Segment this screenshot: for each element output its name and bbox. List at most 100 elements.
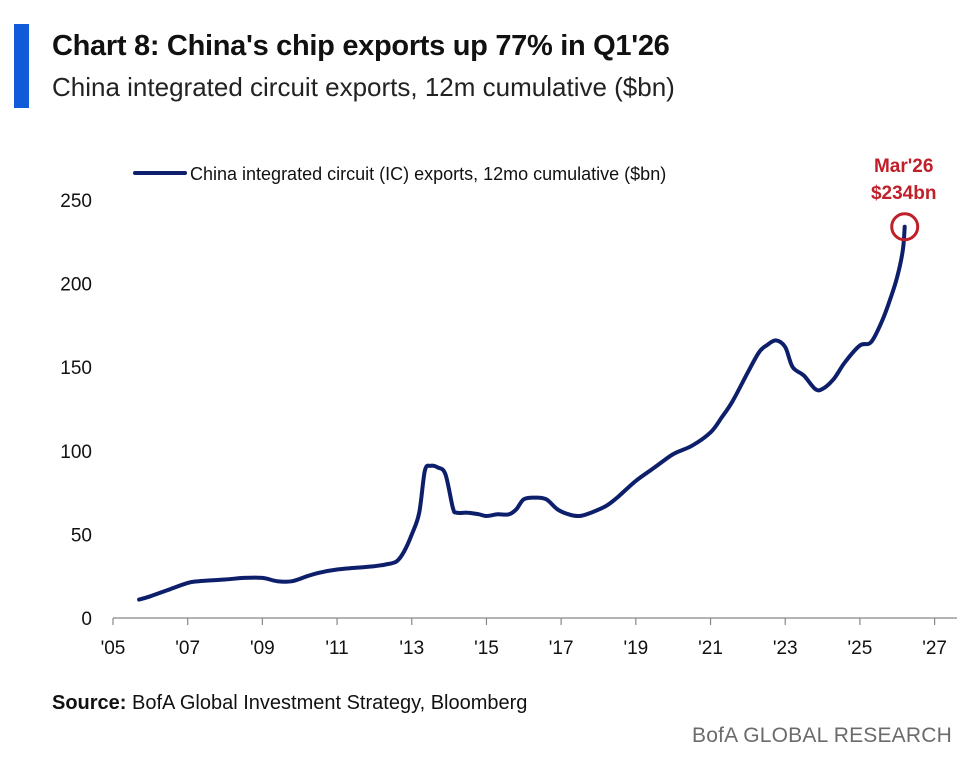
x-tick-label: '09 bbox=[250, 638, 275, 659]
series-point bbox=[335, 568, 339, 572]
series-point bbox=[260, 576, 264, 580]
chart-subtitle: China integrated circuit exports, 12m cu… bbox=[52, 72, 675, 102]
series-point bbox=[791, 365, 795, 369]
series-point bbox=[774, 338, 778, 342]
x-tick-label: '25 bbox=[848, 638, 873, 659]
x-tick-label: '13 bbox=[399, 638, 424, 659]
series-point bbox=[544, 497, 548, 501]
series-point bbox=[843, 360, 847, 364]
x-tick-label: '11 bbox=[325, 638, 348, 659]
series-point bbox=[746, 370, 750, 374]
series-point bbox=[354, 566, 358, 570]
series-point bbox=[514, 507, 518, 511]
y-axis: 0 50 100 150 200 250 bbox=[60, 191, 92, 630]
series-point bbox=[423, 469, 427, 473]
series-point bbox=[417, 511, 421, 515]
y-tick-label: 250 bbox=[60, 191, 92, 212]
series-point bbox=[901, 248, 905, 252]
series-point bbox=[372, 564, 376, 568]
series-point bbox=[589, 511, 593, 515]
annotation-circle bbox=[890, 212, 920, 242]
series-point bbox=[555, 507, 559, 511]
legend-label: China integrated circuit (IC) exports, 1… bbox=[190, 164, 666, 184]
y-tick-label: 0 bbox=[81, 609, 92, 630]
series-point bbox=[802, 374, 806, 378]
series-point bbox=[197, 579, 201, 583]
x-tick-label: '05 bbox=[101, 638, 126, 659]
source-text: BofA Global Investment Strategy, Bloombe… bbox=[132, 692, 528, 714]
series-point bbox=[402, 549, 406, 553]
series-point bbox=[757, 350, 761, 354]
series-point bbox=[384, 563, 388, 567]
annotation-label-value: $234bn bbox=[871, 183, 936, 204]
series-point bbox=[242, 576, 246, 580]
series-point bbox=[567, 512, 571, 516]
source-label: Source: bbox=[52, 692, 127, 714]
series-point bbox=[395, 559, 399, 563]
source-note: Source: BofA Global Investment Strategy,… bbox=[52, 692, 527, 715]
series-points bbox=[137, 225, 907, 602]
y-tick-label: 100 bbox=[60, 442, 92, 463]
series-point bbox=[653, 466, 657, 470]
legend: China integrated circuit (IC) exports, 1… bbox=[133, 164, 666, 184]
series-point bbox=[783, 345, 787, 349]
x-tick-label: '19 bbox=[623, 638, 648, 659]
series-line-ic-exports bbox=[137, 224, 907, 602]
series-point bbox=[533, 496, 537, 500]
series-point bbox=[690, 444, 694, 448]
series-point bbox=[709, 430, 713, 434]
series-point bbox=[895, 275, 899, 279]
series-point bbox=[496, 512, 500, 516]
series-point bbox=[832, 377, 836, 381]
series-point bbox=[731, 399, 735, 403]
series-point bbox=[477, 512, 481, 516]
series-point bbox=[765, 344, 769, 348]
series-point bbox=[888, 298, 892, 302]
x-tick-label: '27 bbox=[922, 638, 947, 659]
series-point bbox=[507, 512, 511, 516]
x-tick-label: '17 bbox=[549, 638, 574, 659]
series-point bbox=[858, 344, 862, 348]
series-point bbox=[223, 578, 227, 582]
title-accent-bar bbox=[14, 24, 29, 108]
series-point bbox=[869, 340, 873, 344]
x-tick-label: '07 bbox=[175, 638, 200, 659]
y-tick-label: 50 bbox=[71, 525, 92, 546]
series-point bbox=[578, 514, 582, 518]
x-axis: '05 '07 '09 '11 '13 '15 '17 '19 '21 '23 '25 '27 bbox=[101, 618, 947, 659]
series-point bbox=[305, 574, 309, 578]
series-point bbox=[451, 506, 455, 510]
series-point bbox=[821, 387, 825, 391]
y-tick-label: 150 bbox=[60, 358, 92, 379]
series-point bbox=[167, 588, 171, 592]
series-point bbox=[634, 479, 638, 483]
series-point bbox=[316, 571, 320, 575]
series-point bbox=[455, 511, 459, 515]
footer-brand: BofA GLOBAL RESEARCH bbox=[692, 724, 952, 747]
series-point bbox=[443, 472, 447, 476]
x-tick-label: '15 bbox=[474, 638, 499, 659]
series-point bbox=[813, 387, 817, 391]
series-point bbox=[880, 318, 884, 322]
series-point bbox=[671, 452, 675, 456]
series-point bbox=[148, 594, 152, 598]
x-tick-label: '23 bbox=[773, 638, 798, 659]
series-point bbox=[720, 415, 724, 419]
series-point bbox=[186, 581, 190, 585]
series-point bbox=[428, 464, 432, 468]
series-point bbox=[615, 496, 619, 500]
chart-title: Chart 8: China's chip exports up 77% in … bbox=[52, 30, 670, 62]
series-point bbox=[436, 466, 440, 470]
series-point bbox=[466, 511, 470, 515]
series-point bbox=[522, 497, 526, 501]
series-point bbox=[485, 514, 489, 518]
annotation-label-date: Mar'26 bbox=[874, 156, 933, 177]
chart-area: 0 50 100 150 200 250 '05 '07 '09 '11 '13 '15 '17 '19… bbox=[60, 156, 957, 659]
y-tick-label: 200 bbox=[60, 275, 92, 296]
series-point bbox=[410, 532, 414, 536]
series-point bbox=[604, 504, 608, 508]
x-tick-label: '21 bbox=[698, 638, 723, 659]
series-point bbox=[137, 598, 141, 602]
series-point bbox=[275, 579, 279, 583]
series-point bbox=[903, 225, 907, 229]
